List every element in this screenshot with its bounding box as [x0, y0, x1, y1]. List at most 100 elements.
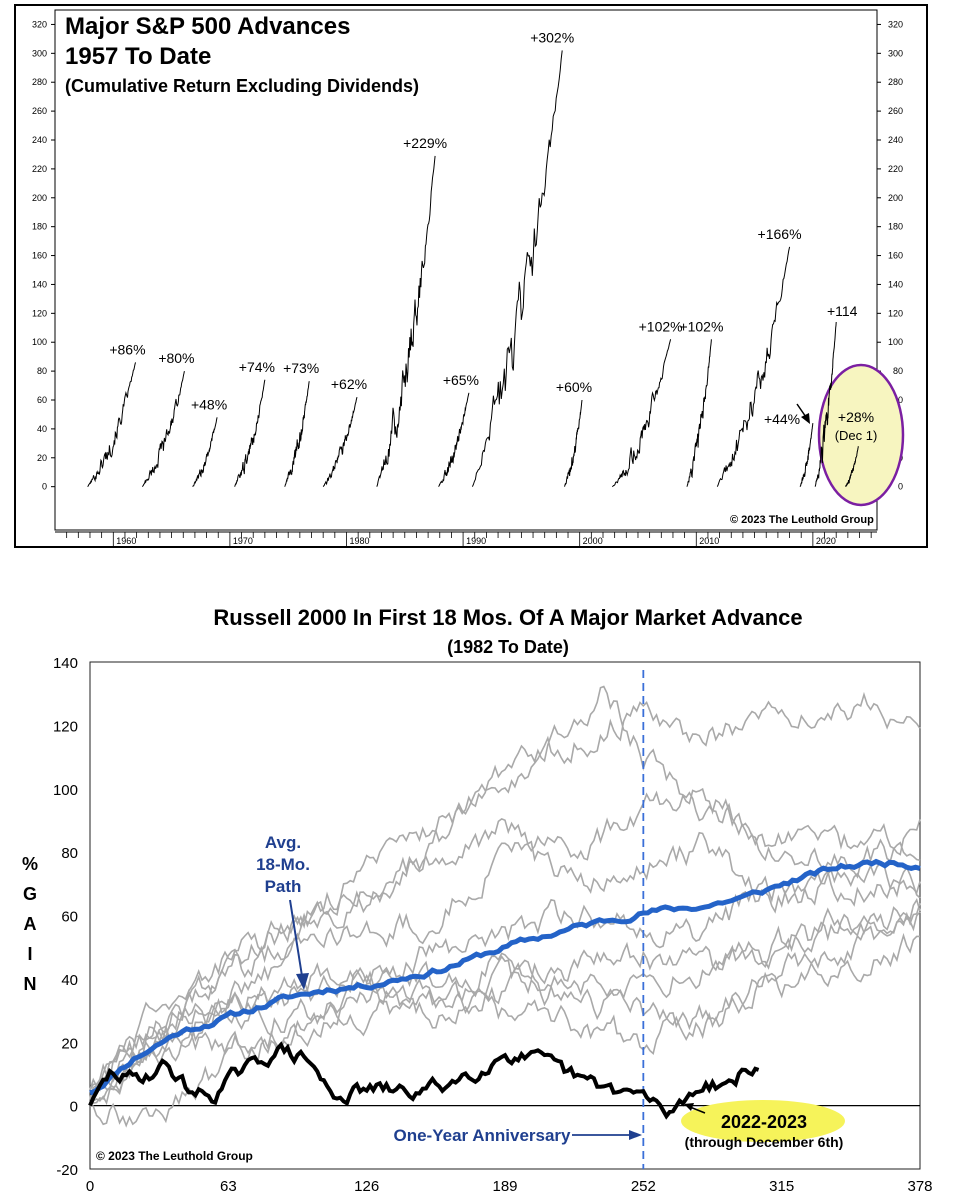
chart2-ytick-label: -20 [56, 1162, 78, 1179]
chart1-peak-label: +102% [639, 318, 683, 334]
current-advance-highlight [817, 363, 905, 507]
chart2-historical-line [89, 691, 921, 1091]
chart2-subtitle: (1982 To Date) [447, 637, 569, 657]
chart1-left-tick-labels: 0 20 40 60 80 100 120 140 160 180 200 220 240 260 280 3… [32, 19, 55, 492]
chart2-historical-line [89, 787, 921, 1097]
current-label-arrowhead [684, 1103, 694, 1111]
chart1-ytick-label: 160 [888, 251, 903, 261]
chart2-xtick-label: 63 [220, 1178, 237, 1195]
chart2-ytick-label: 120 [53, 718, 78, 735]
chart2-historical-line [89, 932, 920, 1128]
chart1-peak-label: +80% [158, 350, 194, 366]
chart2-plot-area [89, 661, 921, 1170]
chart1-xtick-label: 2020 [816, 536, 836, 546]
chart1-ytick-label: 260 [32, 106, 47, 116]
chart1-annotation-date: (Dec 1) [835, 428, 878, 443]
chart1-ytick-label: 80 [893, 366, 903, 376]
chart1-ytick-label: 320 [32, 19, 47, 29]
chart1-ytick-label: 40 [37, 424, 47, 434]
chart1-ytick-label: 20 [37, 453, 47, 463]
avg-label-line1: Avg. [265, 833, 301, 852]
chart1-ytick-label: 60 [37, 395, 47, 405]
chart1-ytick-label: 200 [888, 193, 903, 203]
chart1-advance-line [192, 417, 218, 488]
chart1-advance-line [845, 446, 859, 487]
chart1-peak-label: +60% [556, 379, 592, 395]
chart1-ytick-label: 160 [32, 251, 47, 261]
chart1-ytick-label: 260 [888, 106, 903, 116]
chart2-ytick-label: 60 [61, 909, 78, 926]
chart1-advance-line [611, 339, 672, 488]
chart1-peak-label: +229% [403, 135, 447, 151]
chart2-ytick-label: 100 [53, 782, 78, 799]
chart1-arrowhead-44 [801, 413, 810, 424]
chart2-xtick-label: 189 [492, 1178, 517, 1195]
chart1-ytick-label: 240 [32, 135, 47, 145]
chart1-xtick-label: 2000 [583, 536, 603, 546]
chart1-ytick-label: 220 [888, 164, 903, 174]
chart2-y-tick-labels: -20 0 20 40 60 80 100 120 140 [53, 655, 78, 1179]
chart1-xtick-label: 1990 [466, 536, 486, 546]
chart1-ytick-label: 120 [32, 308, 47, 318]
chart1-advance-line [234, 379, 266, 487]
chart1-peak-label: +302% [530, 29, 574, 45]
chart2-historical-line [89, 897, 921, 1103]
chart2-xtick-label: 315 [769, 1178, 794, 1195]
chart1-xtick-label: 1980 [349, 536, 369, 546]
chart1-peak-label: +86% [109, 341, 145, 357]
chart1-ytick-label: 320 [888, 19, 903, 29]
chart1-ytick-label: 200 [32, 193, 47, 203]
chart1-ytick-label: 100 [32, 337, 47, 347]
chart1-peak-label: +114 [827, 303, 858, 319]
avg-label-line3: Path [265, 877, 302, 896]
chart2-historical-line [89, 902, 921, 1106]
chart1-advance-line [814, 321, 837, 487]
chart2-ylabel-char: % [22, 854, 38, 874]
chart1-advance-line [438, 392, 470, 487]
chart1-peak-label: +48% [191, 396, 227, 412]
chart2-ytick-label: 20 [61, 1035, 78, 1052]
anniversary-label: One-Year Anniversary [393, 1126, 571, 1145]
chart1-xtick-label: 1970 [233, 536, 253, 546]
current-label-highlight [681, 1100, 845, 1142]
chart1-plot-area [54, 9, 878, 531]
chart1-ytick-label: 140 [888, 279, 903, 289]
chart2-xtick-label: 252 [631, 1178, 656, 1195]
chart1-ytick-label: 220 [32, 164, 47, 174]
current-2022-2023-line [88, 1041, 760, 1120]
chart2-historical-line [89, 907, 921, 1100]
chart1-advance-line [87, 362, 136, 488]
chart1-peak-label: +74% [239, 359, 275, 375]
chart1-series [87, 50, 859, 488]
chart1-advance-line [141, 371, 185, 487]
current-sublabel: (through December 6th) [685, 1134, 844, 1150]
chart2-ytick-label: 140 [53, 655, 78, 672]
anniversary-arrowhead [629, 1130, 642, 1140]
chart1-advance-line [799, 423, 814, 487]
chart2-ylabel-char: N [24, 974, 37, 994]
chart1-frame [14, 4, 928, 548]
russell-2000-chart: Russell 2000 In First 18 Mos. Of A Major… [22, 605, 933, 1195]
chart1-right-tick-labels: 0204060801001201401601802002202402602803… [877, 19, 903, 492]
chart2-xtick-label: 126 [354, 1178, 379, 1195]
chart1-title: Major S&P 500 Advances [65, 13, 350, 40]
chart1-ytick-label: 140 [32, 279, 47, 289]
chart2-x-tick-labels: 0 63 126 189 252 315 378 [86, 1178, 933, 1195]
chart1-advance-line [564, 399, 583, 487]
chart1-peak-label: +166% [758, 226, 802, 242]
current-label-arrow [689, 1106, 706, 1114]
chart1-peak-label: +73% [283, 360, 319, 376]
chart1-advance-line [284, 381, 310, 487]
chart1-peak-label: +102% [679, 318, 723, 334]
avg-label-arrowhead [296, 973, 309, 990]
current-label: 2022-2023 [721, 1112, 807, 1132]
sp500-advances-chart: 0 20 40 60 80 100 120 140 160 180 200 220 240 260 280 3… [14, 4, 928, 548]
chart2-historical-line [89, 685, 921, 1091]
avg-18mo-path-line [89, 858, 921, 1096]
chart1-ytick-label: 0 [898, 482, 903, 492]
avg-label-line2: 18-Mo. [256, 855, 310, 874]
chart1-subtitle: 1957 To Date [65, 43, 211, 70]
chart1-advance-line [376, 155, 436, 487]
chart1-ytick-label: 0 [42, 482, 47, 492]
chart1-advance-line [716, 246, 791, 487]
